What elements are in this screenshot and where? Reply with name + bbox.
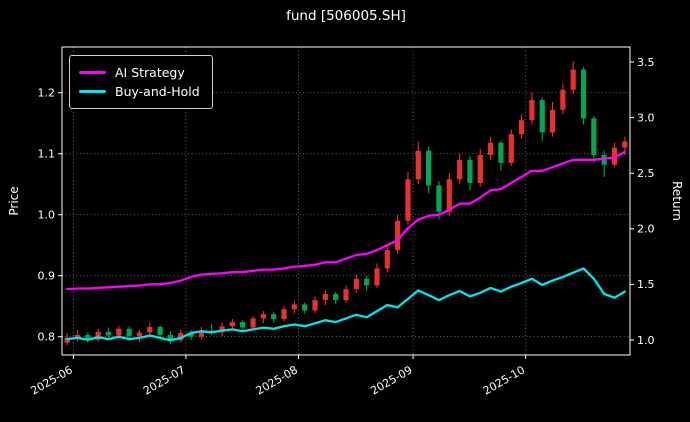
candle-body [508, 134, 514, 163]
right-tick-label: 1.0 [637, 334, 655, 347]
series-line [66, 267, 626, 342]
legend-item-ai-strategy: AI Strategy [79, 63, 200, 82]
right-tick-label: 3.0 [637, 111, 655, 124]
x-tick-label: 2025-06 [29, 363, 75, 397]
candle-body [302, 304, 308, 311]
left-tick-label: 0.8 [38, 331, 56, 344]
plot-frame [61, 46, 631, 356]
candle-body [353, 278, 359, 290]
candle-body [415, 150, 421, 180]
candle-body [364, 278, 370, 286]
candle-body [126, 328, 132, 337]
candle-body [188, 333, 194, 337]
candle-body [518, 120, 525, 135]
candle-body [260, 314, 266, 319]
candle-body [384, 250, 390, 269]
right-tick-label: 2.5 [637, 167, 655, 180]
candle-body [560, 89, 566, 110]
candle-body [157, 326, 163, 335]
legend-label-buy-and-hold: Buy-and-Hold [115, 84, 200, 99]
candle-body [291, 304, 297, 310]
left-tick-label: 1.2 [38, 87, 56, 100]
candle-body [85, 334, 91, 340]
candle-body [116, 328, 122, 336]
buy-and-hold-line-swatch [79, 89, 106, 94]
left-tick-label: 1.1 [38, 148, 56, 161]
candle-body [622, 141, 628, 148]
series-line [66, 150, 626, 291]
x-tick-label: 2025-07 [141, 363, 187, 397]
candle-body [229, 322, 235, 327]
x-tick-label: 2025-08 [254, 363, 300, 397]
right-tick-label: 2.0 [637, 223, 655, 236]
candle-body [343, 289, 349, 301]
candle-body [477, 154, 483, 184]
x-tick-label: 2025-10 [481, 363, 527, 397]
legend-label-ai-strategy: AI Strategy [115, 65, 185, 80]
right-axis-label: Return [670, 181, 684, 221]
candle-body [95, 331, 101, 340]
candle-body [549, 109, 556, 133]
candle-body [426, 150, 432, 186]
candle-body [167, 334, 174, 341]
right-tick-label: 3.5 [637, 56, 655, 69]
right-tick-label: 1.5 [637, 278, 655, 291]
ai-strategy-line-swatch [79, 70, 106, 75]
candle-body [457, 159, 463, 180]
candle-body [467, 159, 473, 184]
left-tick-label: 1.0 [38, 209, 56, 222]
candle-body [105, 331, 112, 336]
candle-body [198, 330, 205, 337]
candle-body [281, 309, 287, 320]
candle-body [333, 294, 339, 301]
candle-body [240, 322, 246, 328]
candle-body [136, 332, 143, 337]
candle-body [374, 268, 380, 286]
candle-body [312, 300, 318, 311]
candle-body [436, 185, 442, 212]
candle-body [591, 118, 597, 155]
candle-body [322, 294, 328, 301]
candle-body [74, 334, 81, 338]
candle-body [147, 326, 153, 333]
candle-body [446, 179, 452, 212]
x-tick-label: 2025-09 [368, 363, 414, 397]
candle-body [539, 100, 545, 133]
candle-body [250, 318, 256, 328]
candle-body [64, 337, 70, 343]
candle-body [529, 100, 535, 121]
legend: AI Strategy Buy-and-Hold [69, 55, 213, 109]
candle-body [271, 314, 277, 320]
left-axis-label: Price [7, 186, 21, 216]
candle-body [570, 69, 576, 90]
candle-body [395, 220, 401, 251]
chart-title: fund [506005.SH] [286, 8, 406, 24]
left-tick-label: 0.9 [38, 270, 56, 283]
legend-item-buy-and-hold: Buy-and-Hold [79, 82, 200, 101]
candle-body [580, 69, 587, 119]
candle-body [498, 142, 504, 163]
candle-body [405, 179, 411, 221]
candle-body [219, 326, 225, 333]
candle-body [601, 154, 607, 165]
candle-body [487, 142, 494, 155]
